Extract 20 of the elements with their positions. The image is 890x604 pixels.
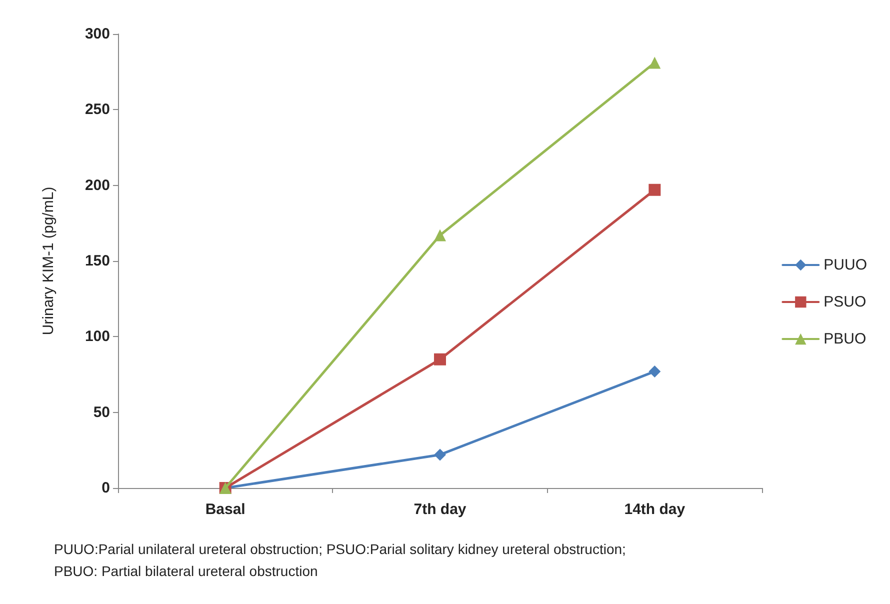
y-tick-label: 150 [84,252,110,270]
text: PUUO:Parial unilateral ureteral obstruction; PSUO:Parial solitary kidney ureteral obstruction; [54,541,626,557]
y-tick-label: 0 [102,480,110,496]
text: PBUO: Partial bilateral ureteral obstruction [54,563,318,579]
y-tick-label: 300 [84,26,110,42]
legend-label: PBUO [824,330,866,348]
y-tick-label: 100 [84,328,110,346]
legend-label: PSUO [824,294,866,310]
y-axis-title: Urinary KIM-1 (pg/mL) [40,186,57,336]
point [648,365,661,378]
point [648,184,661,196]
point [434,353,446,366]
legend-label: PUUO [824,256,868,274]
y-tick-label: 250 [84,101,110,118]
y-tick-label: 50 [93,404,110,421]
point [434,448,446,461]
x-tick-label: 7th day [414,501,467,518]
x-tick-label: 14th day [624,501,686,518]
x-tick-label: Basal [205,501,246,518]
y-tick-label: 200 [84,176,110,194]
